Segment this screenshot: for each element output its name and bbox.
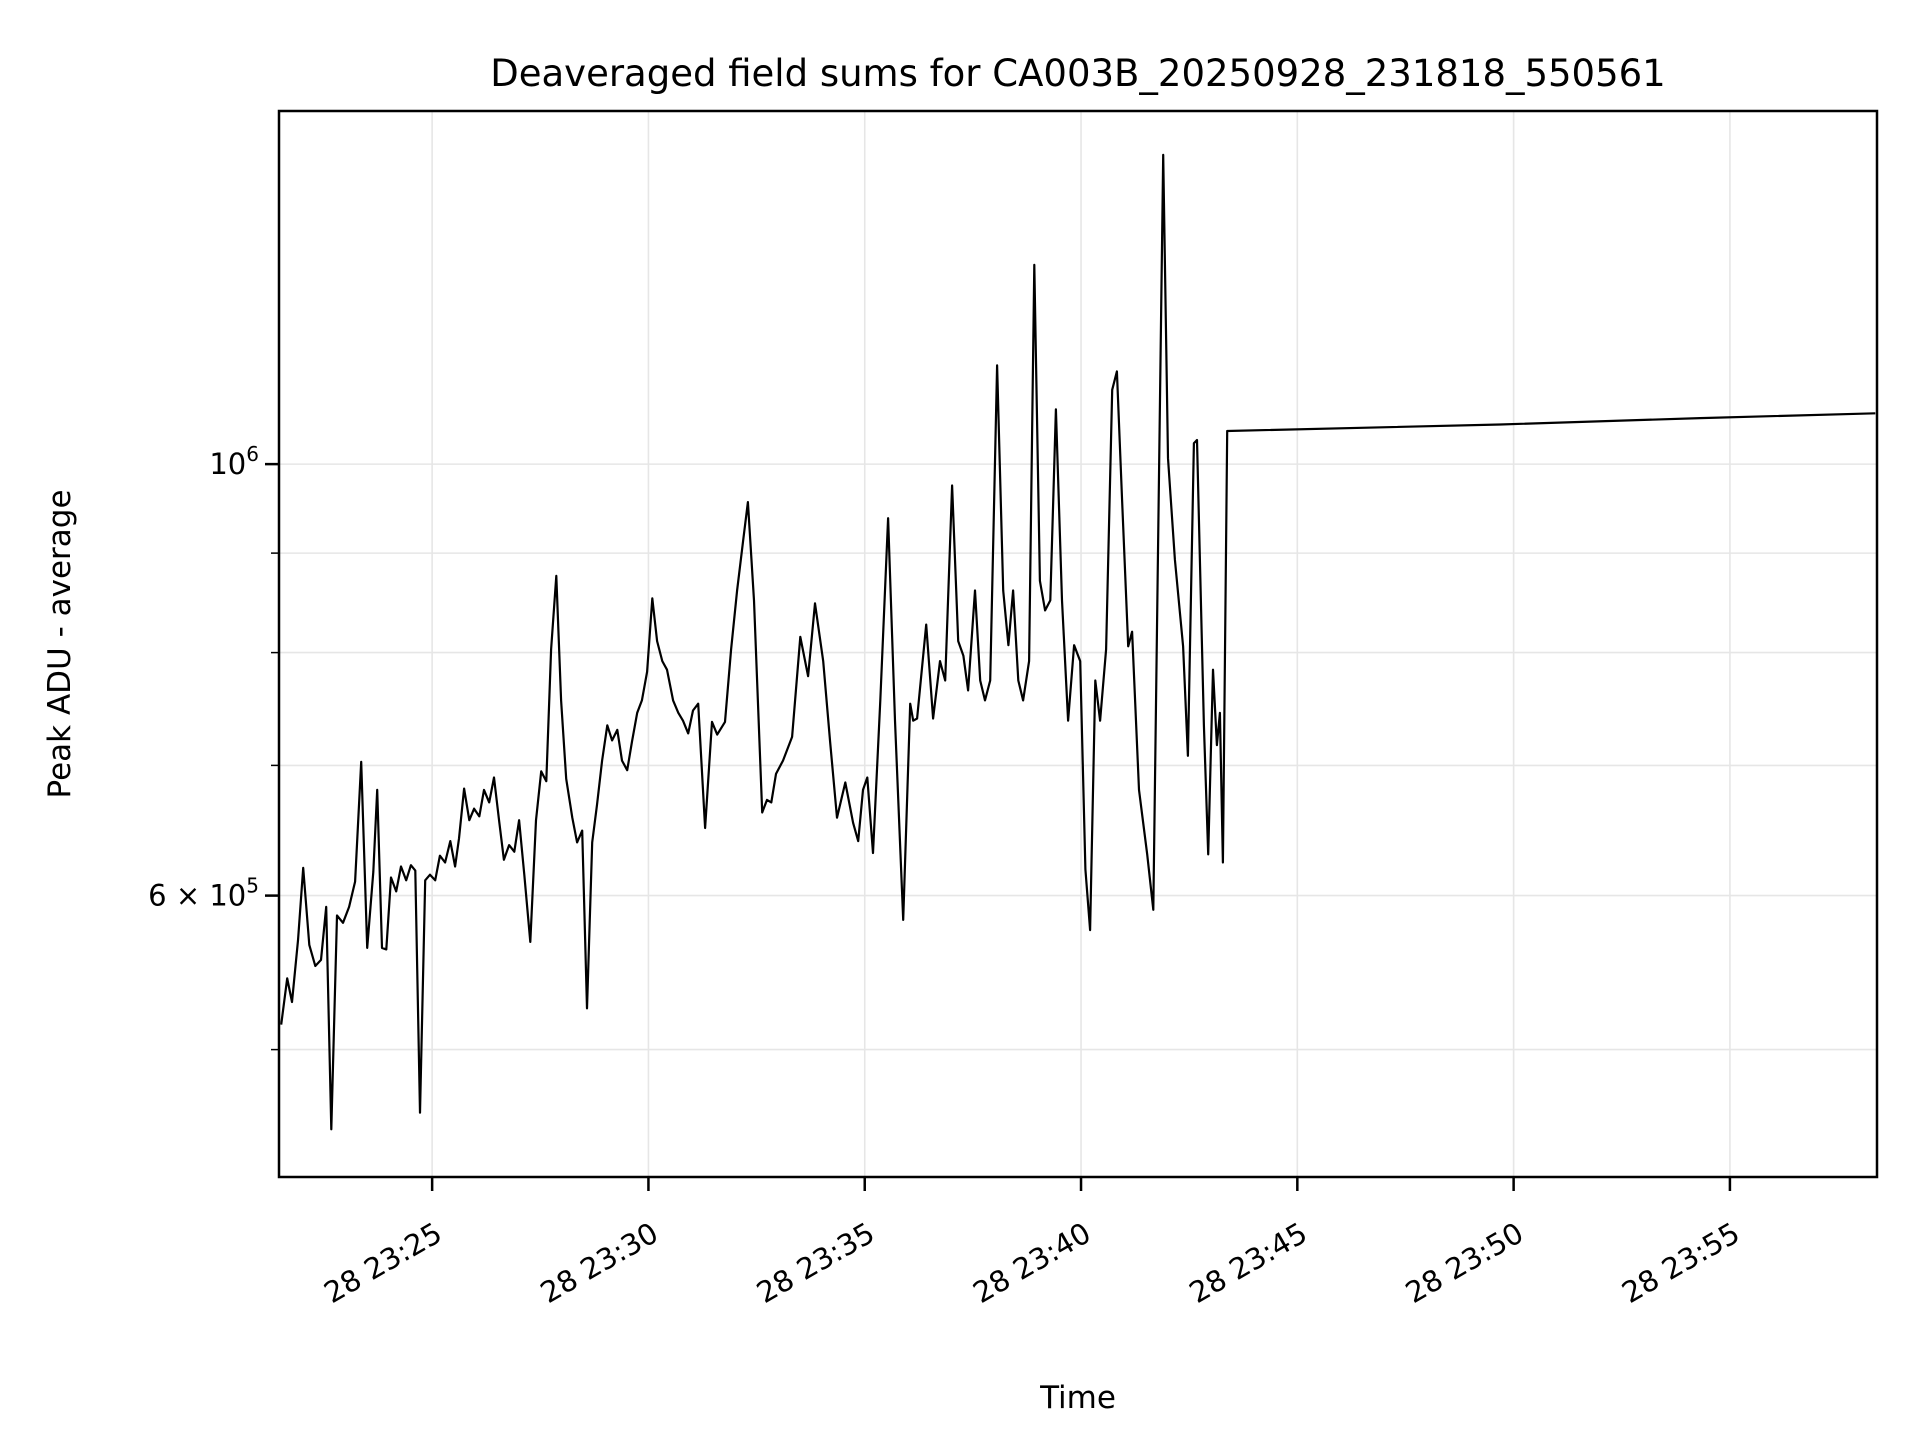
axis-ticks [265, 462, 1732, 1191]
y-tick-label-part: 5 [246, 874, 259, 898]
data-line [280, 153, 1876, 1131]
y-tick-label: 6 × 105 [148, 874, 259, 913]
plot-border [277, 109, 1879, 1179]
x-axis-label: Time [1039, 1380, 1116, 1416]
y-tick-label-part: 6 [246, 442, 259, 466]
data-line-layer [280, 153, 1876, 1131]
y-axis-label: Peak ADU - average [42, 489, 78, 798]
y-tick-label-part: 10 [209, 447, 246, 481]
chart-title: Deaveraged field sums for CA003B_2025092… [490, 52, 1665, 95]
y-tick-label-part: 6 × 10 [148, 879, 246, 913]
y-tick-label: 106 [209, 442, 259, 481]
grid-lines [279, 111, 1877, 1177]
